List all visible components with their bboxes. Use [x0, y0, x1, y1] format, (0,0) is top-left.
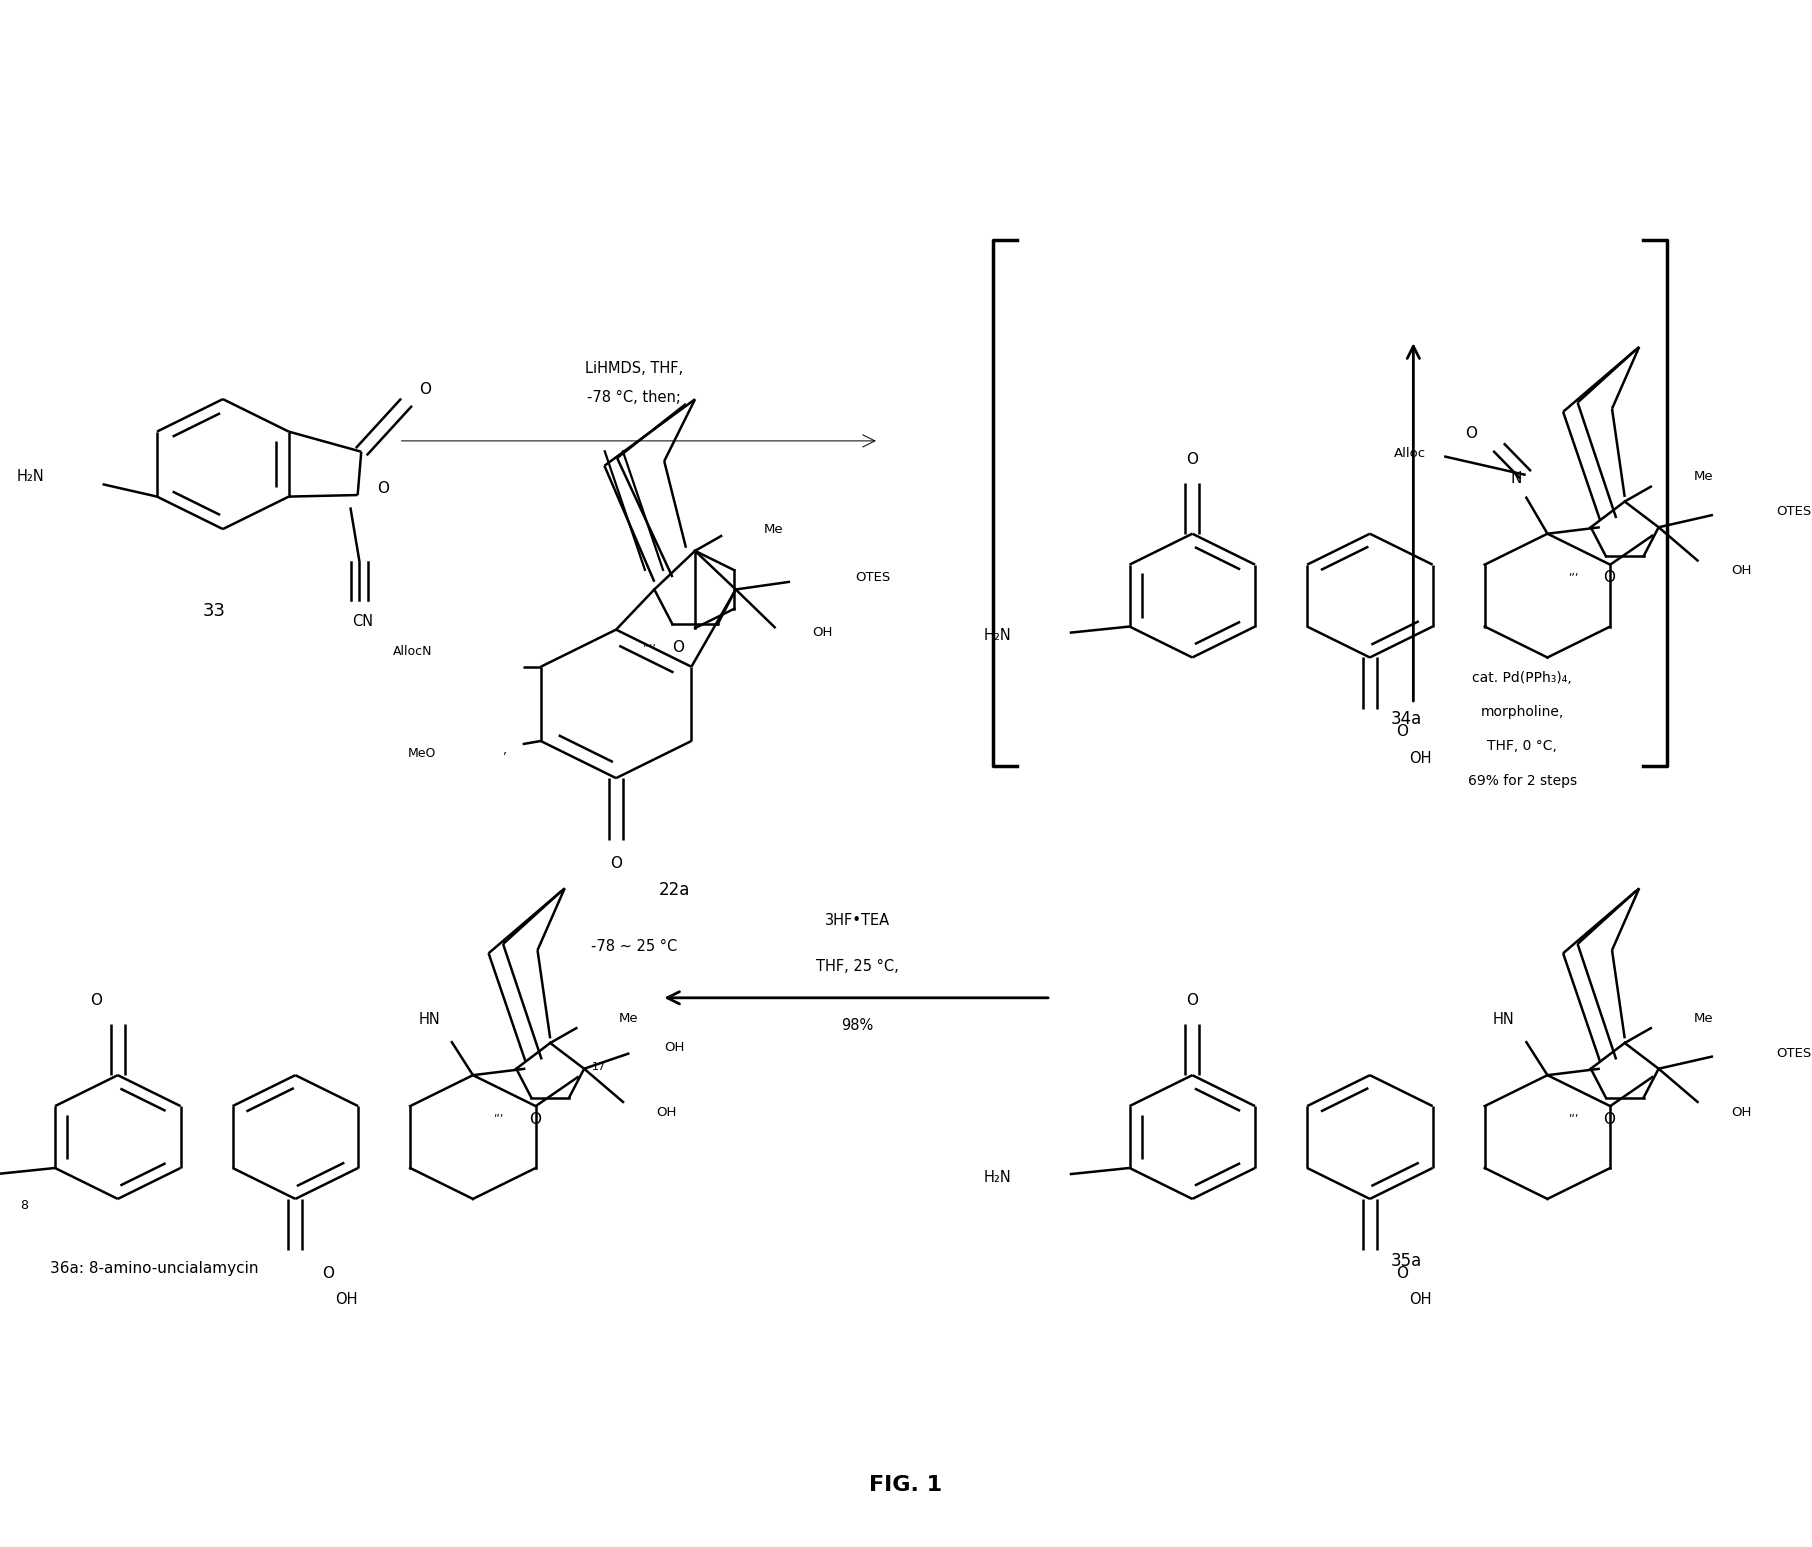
- Text: O: O: [323, 1265, 333, 1281]
- Text: OH: OH: [1410, 750, 1431, 766]
- Text: ,,,: ,,,: [1567, 566, 1578, 577]
- Text: N: N: [1511, 470, 1522, 486]
- Text: 8: 8: [20, 1199, 29, 1211]
- Text: FIG. 1: FIG. 1: [870, 1476, 942, 1494]
- Text: O: O: [529, 1112, 542, 1126]
- Text: H₂N: H₂N: [984, 628, 1011, 644]
- Text: cat. Pd(PPh₃)₄,: cat. Pd(PPh₃)₄,: [1471, 670, 1573, 685]
- Text: O: O: [611, 855, 622, 871]
- Text: CN: CN: [353, 614, 373, 630]
- Text: Me: Me: [1694, 1012, 1712, 1024]
- Text: 98%: 98%: [841, 1018, 873, 1033]
- Text: Alloc: Alloc: [1393, 447, 1426, 459]
- Text: 69% for 2 steps: 69% for 2 steps: [1468, 774, 1576, 789]
- Text: OTES: OTES: [1776, 1047, 1812, 1060]
- Text: ,,,: ,,,: [1567, 1108, 1578, 1118]
- Text: Me: Me: [765, 523, 783, 535]
- Text: H₂N: H₂N: [16, 469, 45, 484]
- Text: AllocN: AllocN: [393, 645, 431, 657]
- Text: O: O: [1187, 452, 1198, 467]
- Text: 22a: 22a: [658, 880, 690, 899]
- Text: OH: OH: [335, 1292, 357, 1307]
- Text: 34a: 34a: [1390, 710, 1422, 729]
- Text: HN: HN: [1493, 1012, 1515, 1027]
- Text: THF, 25 °C,: THF, 25 °C,: [815, 959, 899, 975]
- Text: O: O: [1604, 571, 1616, 585]
- Text: OH: OH: [812, 627, 832, 639]
- Text: OTES: OTES: [855, 571, 890, 583]
- Text: ,,,: ,,,: [493, 1108, 504, 1118]
- Text: 17: 17: [591, 1063, 605, 1072]
- Text: O: O: [91, 993, 101, 1009]
- Text: OH: OH: [1730, 565, 1752, 577]
- Text: OH: OH: [663, 1041, 685, 1054]
- Text: O: O: [672, 640, 683, 654]
- Text: MeO: MeO: [408, 747, 435, 760]
- Text: LiHMDS, THF,: LiHMDS, THF,: [585, 360, 683, 376]
- Text: OH: OH: [1410, 1292, 1431, 1307]
- Text: OTES: OTES: [1776, 506, 1812, 518]
- Text: ,,,,: ,,,,: [641, 637, 656, 648]
- Text: Me: Me: [620, 1012, 638, 1024]
- Text: THF, 0 °C,: THF, 0 °C,: [1488, 738, 1557, 753]
- Text: morpholine,: morpholine,: [1480, 704, 1564, 719]
- Text: OH: OH: [1730, 1106, 1752, 1118]
- Text: -78 °C, then;: -78 °C, then;: [587, 390, 681, 405]
- Text: O: O: [377, 481, 390, 497]
- Text: HN: HN: [419, 1012, 440, 1027]
- Text: -78 ~ 25 °C: -78 ~ 25 °C: [591, 939, 678, 954]
- Text: H₂N: H₂N: [984, 1170, 1011, 1185]
- Text: O: O: [1187, 993, 1198, 1009]
- Text: ,: ,: [502, 744, 507, 756]
- Text: 33: 33: [203, 602, 225, 620]
- Text: O: O: [1604, 1112, 1616, 1126]
- Text: O: O: [1397, 1265, 1408, 1281]
- Text: 36a: 8-amino-uncialamycin: 36a: 8-amino-uncialamycin: [49, 1261, 259, 1276]
- Text: O: O: [1397, 724, 1408, 739]
- Text: O: O: [419, 382, 431, 398]
- Text: 3HF•TEA: 3HF•TEA: [824, 913, 890, 928]
- Text: Me: Me: [1694, 470, 1712, 483]
- Text: OH: OH: [656, 1106, 678, 1118]
- Text: O: O: [1466, 425, 1477, 441]
- Text: 35a: 35a: [1390, 1252, 1422, 1270]
